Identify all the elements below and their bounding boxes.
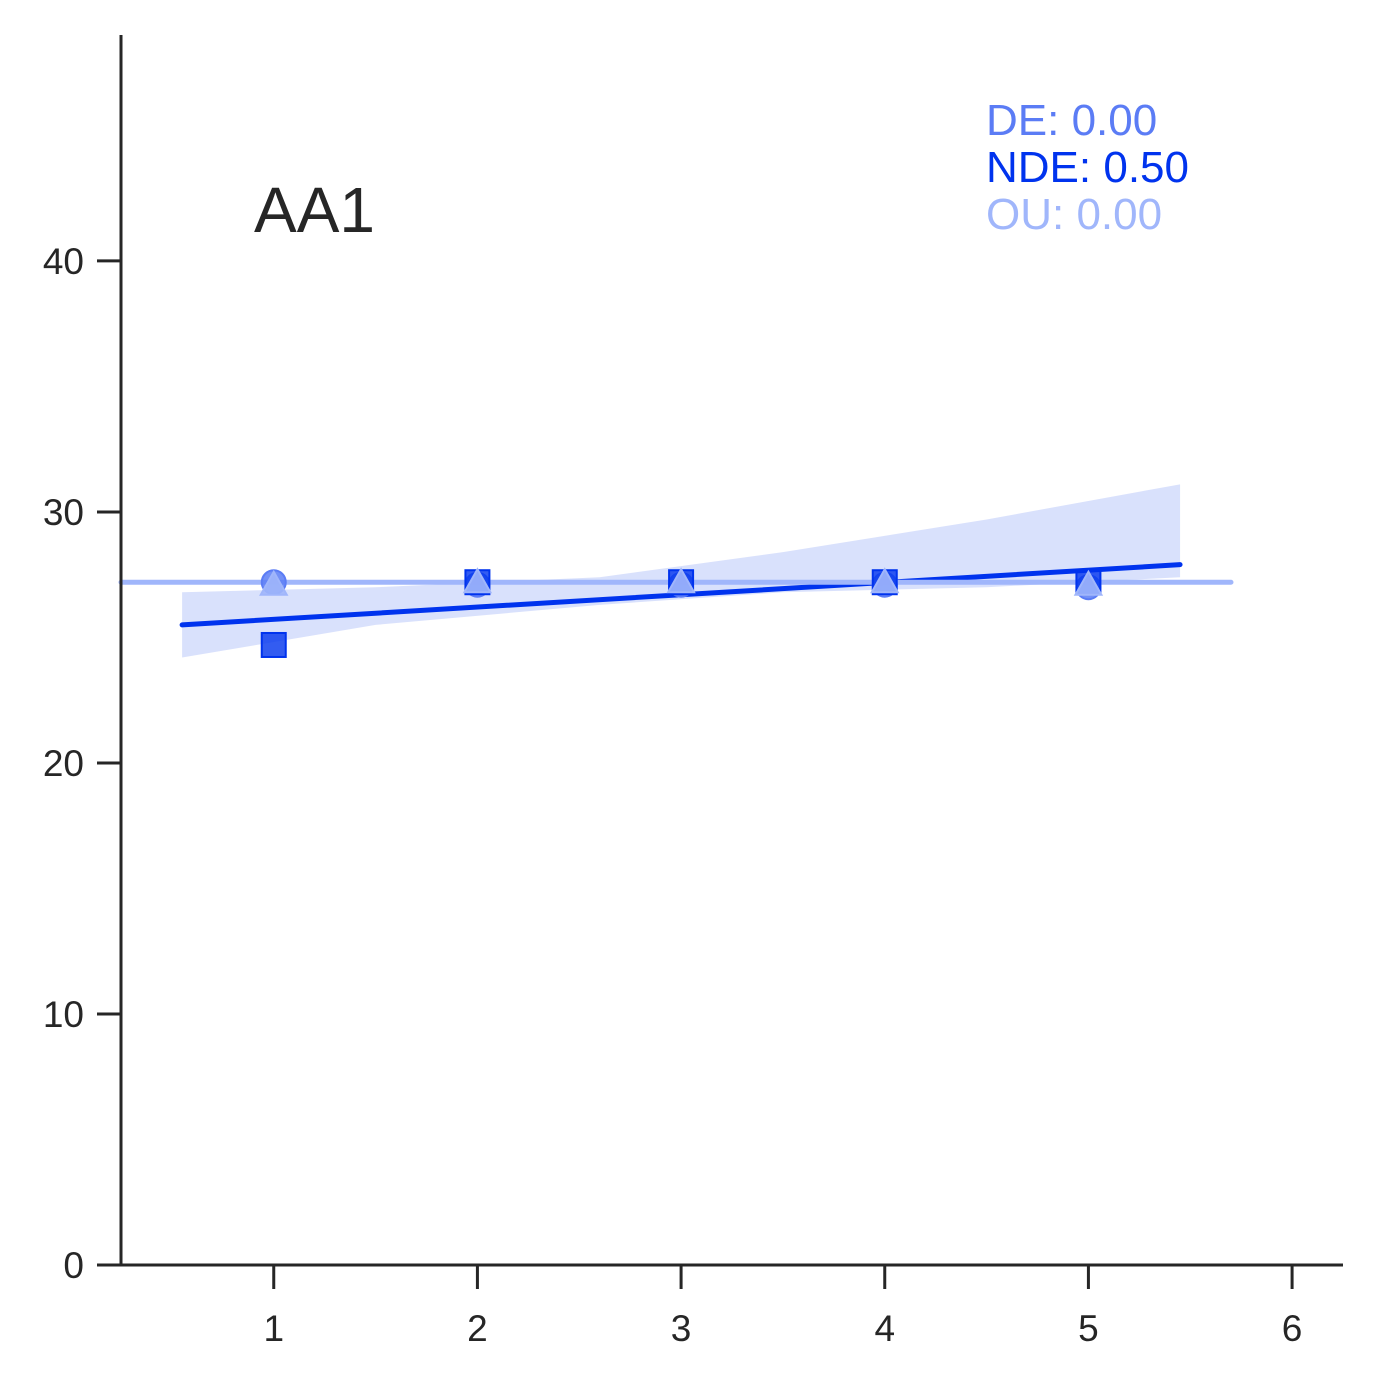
data-point [666, 567, 696, 594]
data-point [1073, 569, 1104, 596]
data-point [259, 569, 289, 596]
tick-layer: 0 10 20 30 40 1 2 3 4 5 6 [43, 241, 1303, 1349]
y-tick-label: 0 [63, 1245, 84, 1286]
y-tick-label: 10 [43, 994, 84, 1035]
stat-annotation: DE: 0.00 [986, 96, 1157, 145]
x-tick-label: 5 [1078, 1308, 1099, 1349]
y-tick-label: 20 [43, 743, 84, 784]
x-tick-label: 6 [1282, 1308, 1303, 1349]
stat-annotation: NDE: 0.50 [986, 143, 1189, 192]
axes [119, 35, 1343, 1267]
panel-title: AA1 [254, 174, 375, 246]
x-tick-label: 3 [671, 1308, 692, 1349]
x-tick-label: 2 [467, 1308, 488, 1349]
data-point-layer [259, 567, 1104, 658]
data-point [870, 567, 900, 594]
data-point [462, 567, 493, 594]
y-tick-label: 40 [43, 241, 84, 282]
x-tick-label: 1 [263, 1308, 284, 1349]
y-tick-label: 30 [43, 492, 84, 533]
data-point [260, 631, 287, 658]
x-tick-label: 4 [874, 1308, 895, 1349]
stat-annotation: OU: 0.00 [986, 190, 1162, 239]
